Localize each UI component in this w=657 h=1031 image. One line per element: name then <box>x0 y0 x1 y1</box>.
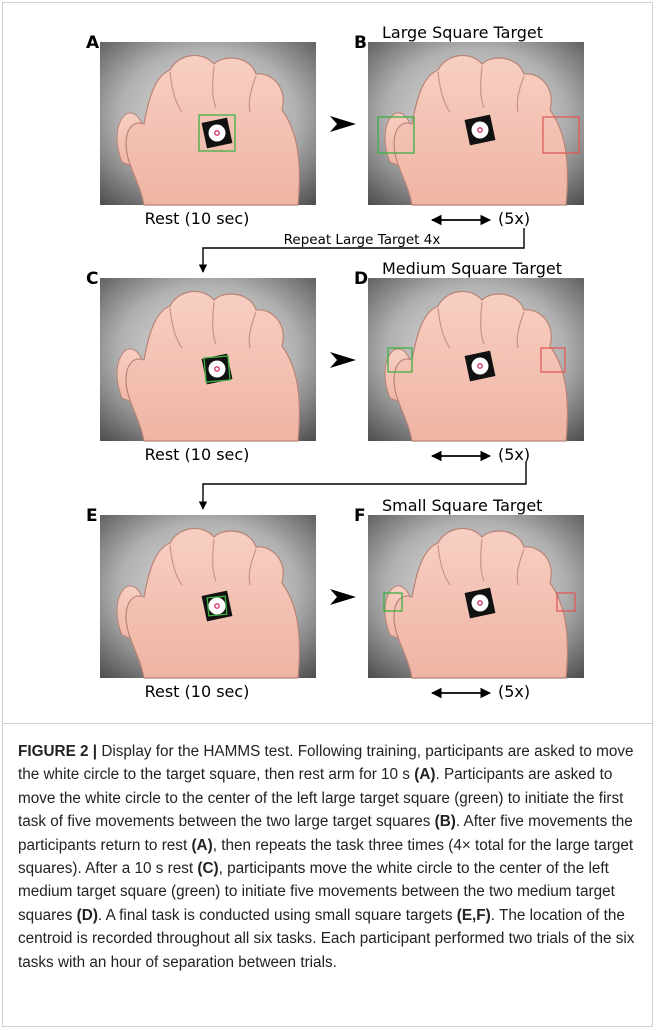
display-panel <box>100 42 316 205</box>
flow-arrow <box>330 352 356 368</box>
display-panel <box>368 42 584 205</box>
panel-label: D <box>354 269 368 289</box>
rest-label: Rest (10 sec) <box>145 209 250 228</box>
display-panel <box>100 515 316 678</box>
rest-label: Rest (10 sec) <box>145 682 250 701</box>
caption-bold: (E,F) <box>457 907 491 924</box>
display-panel <box>100 278 316 441</box>
flow-arrow <box>330 589 356 605</box>
white-circle <box>209 598 226 615</box>
caption-bold: FIGURE 2 | <box>18 743 97 760</box>
repeat-label: (5x) <box>498 445 530 464</box>
connector-label: Repeat Large Target 4x <box>284 232 441 248</box>
panel-label: F <box>354 506 366 526</box>
panel-label: C <box>86 269 98 289</box>
caption-text: . A final task is conducted using small … <box>98 907 457 924</box>
caption-bold: (D) <box>77 907 98 924</box>
white-circle <box>472 358 489 375</box>
flow-arrow <box>330 116 356 132</box>
figure: A B Large Square Target C D Medium Square Tar… <box>0 0 657 720</box>
display-panel <box>368 515 584 678</box>
display-panel <box>368 278 584 441</box>
caption-bold: (B) <box>435 813 456 830</box>
white-circle <box>209 125 226 142</box>
white-circle <box>472 595 489 612</box>
caption-bold: (C) <box>197 860 218 877</box>
caption-separator <box>3 723 654 724</box>
panel-label: B <box>354 33 367 53</box>
panel-title: Small Square Target <box>382 496 542 515</box>
white-circle <box>472 122 489 139</box>
white-circle <box>209 361 226 378</box>
panel-label: E <box>86 506 98 526</box>
caption-bold: (A) <box>414 766 435 783</box>
panel-title: Medium Square Target <box>382 259 562 278</box>
repeat-label: (5x) <box>498 209 530 228</box>
panel-title: Large Square Target <box>382 23 543 42</box>
rest-label: Rest (10 sec) <box>145 445 250 464</box>
caption: FIGURE 2 | Display for the HAMMS test. F… <box>18 740 640 974</box>
caption-bold: (A) <box>191 837 212 854</box>
panel-label: A <box>86 33 100 53</box>
page: A B Large Square Target C D Medium Square Tar… <box>0 0 657 1031</box>
repeat-label: (5x) <box>498 682 530 701</box>
